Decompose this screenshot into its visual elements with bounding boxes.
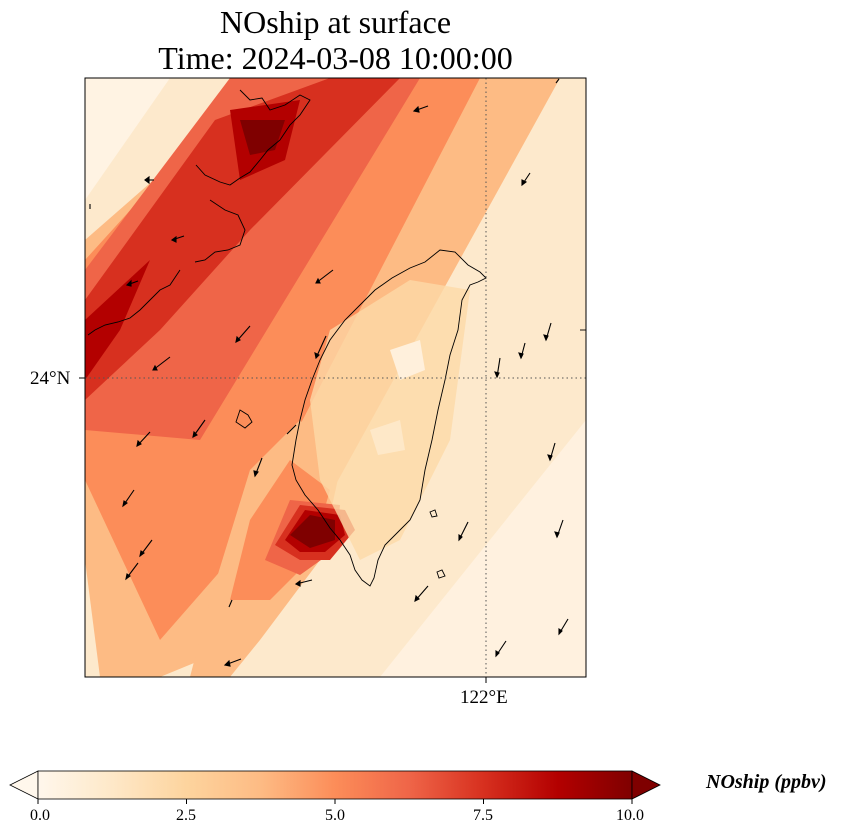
colorbar-tick-2: 5.0 xyxy=(325,807,345,824)
map-title-line2: Time: 2024-03-08 10:00:00 xyxy=(158,40,513,76)
colorbar-min-extend xyxy=(9,770,39,800)
longitude-tick-label: 122°E xyxy=(460,687,508,708)
concentration-field xyxy=(85,78,586,677)
colorbar xyxy=(9,770,661,804)
wind-vectors xyxy=(89,78,569,667)
colorbar-tick-1: 2.5 xyxy=(176,807,196,824)
coastline xyxy=(87,89,586,587)
colorbar-label: NOship (ppbv) xyxy=(706,771,827,793)
colorbar-max-extend xyxy=(631,770,661,800)
colorbar-tick-0: 0.0 xyxy=(30,807,50,824)
gridlines xyxy=(85,78,586,677)
colorbar-tick-3: 7.5 xyxy=(473,807,493,824)
map-plot xyxy=(79,77,587,683)
colorbar-tick-4: 10.0 xyxy=(616,807,644,824)
colorbar-gradient xyxy=(37,770,633,800)
map-title-line1: NOship at surface xyxy=(219,4,452,40)
latitude-tick-label: 24°N xyxy=(30,368,71,389)
